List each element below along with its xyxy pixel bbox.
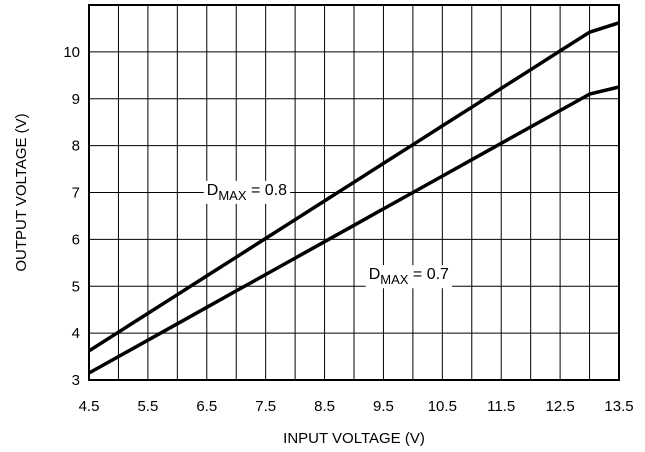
annotation-1: DMAX = 0.8 bbox=[207, 182, 287, 203]
y-tick-label: 9 bbox=[72, 91, 80, 108]
x-tick-label: 9.5 bbox=[373, 398, 394, 415]
x-axis-label: INPUT VOLTAGE (V) bbox=[283, 430, 425, 447]
plot-frame bbox=[88, 4, 620, 381]
x-tick-labels: 4.5 5.5 6.5 7.5 8.5 9.5 10.5 11.5 12.5 13.5 bbox=[79, 398, 634, 415]
series-lines bbox=[88, 21, 620, 375]
x-tick-label: 13.5 bbox=[604, 398, 633, 415]
x-tick-label: 7.5 bbox=[255, 398, 276, 415]
x-tick-label: 5.5 bbox=[137, 398, 158, 415]
x-tick-label: 10.5 bbox=[428, 398, 457, 415]
y-tick-labels: 3 4 5 6 7 8 9 10 bbox=[63, 44, 80, 389]
x-tick-label: 4.5 bbox=[79, 398, 100, 415]
annotation-background bbox=[365, 265, 453, 289]
y-tick-label: 8 bbox=[72, 138, 80, 155]
x-tick-label: 12.5 bbox=[546, 398, 575, 415]
x-tick-label: 6.5 bbox=[196, 398, 217, 415]
y-tick-label: 10 bbox=[63, 44, 80, 61]
grid bbox=[89, 5, 619, 380]
annotations: DMAX = 0.8 DMAX = 0.7 bbox=[203, 180, 453, 289]
y-tick-label: 4 bbox=[72, 325, 80, 342]
annotation-2: DMAX = 0.7 bbox=[369, 266, 449, 287]
y-tick-label: 3 bbox=[72, 372, 80, 389]
y-axis-label: OUTPUT VOLTAGE (V) bbox=[13, 113, 30, 271]
series-line-1 bbox=[88, 21, 620, 353]
y-tick-label: 7 bbox=[72, 185, 80, 202]
y-tick-label: 5 bbox=[72, 278, 80, 295]
annotation-background bbox=[203, 180, 291, 204]
x-tick-label: 11.5 bbox=[487, 398, 515, 415]
x-tick-label: 8.5 bbox=[314, 398, 335, 415]
series-line-2 bbox=[88, 85, 620, 375]
y-tick-label: 6 bbox=[72, 231, 80, 248]
